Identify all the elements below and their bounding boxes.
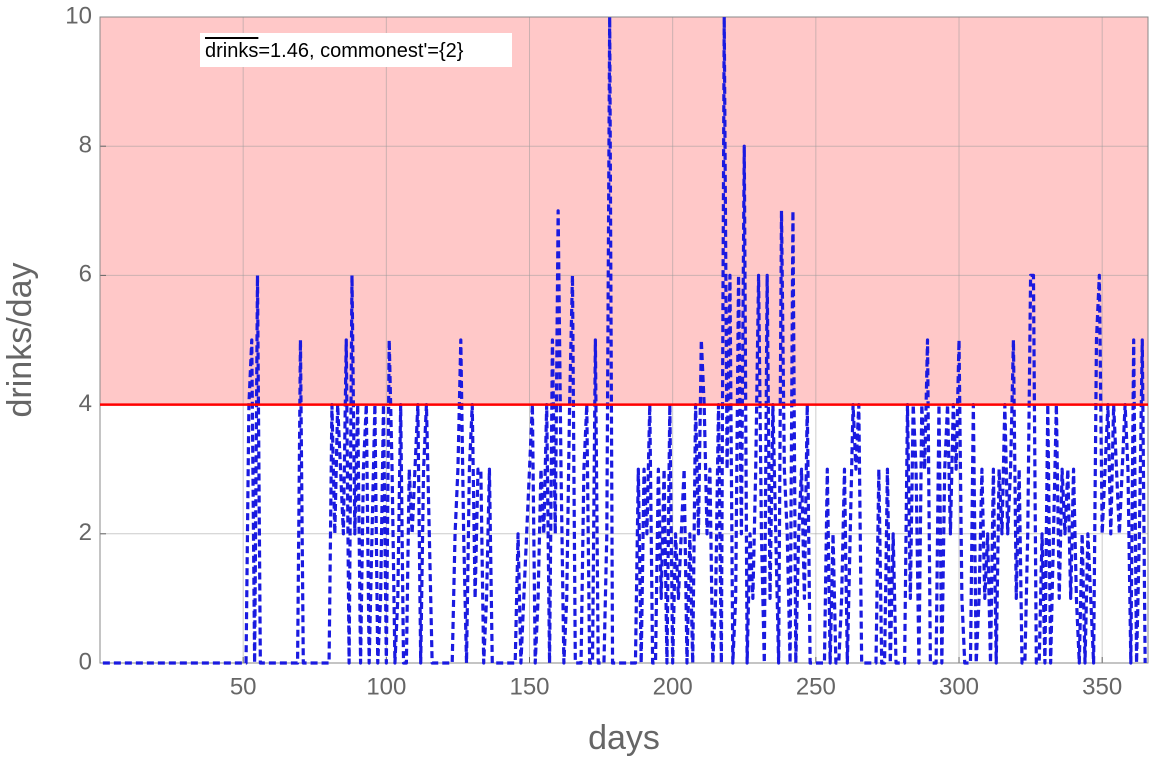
x-tick-label: 250 <box>796 673 836 700</box>
x-tick-label: 350 <box>1082 673 1122 700</box>
threshold-region <box>100 17 1148 405</box>
annotation-box <box>200 33 512 67</box>
annotation: drinks=1.46, commonest'={2} <box>205 40 464 62</box>
x-tick-label: 200 <box>653 673 693 700</box>
y-tick-label: 10 <box>65 2 92 29</box>
x-tick-label: 50 <box>230 673 257 700</box>
y-tick-label: 2 <box>79 519 92 546</box>
y-tick-label: 8 <box>79 132 92 159</box>
y-tick-label: 6 <box>79 261 92 288</box>
x-tick-label: 300 <box>939 673 979 700</box>
y-tick-label: 0 <box>79 648 92 675</box>
y-axis-label: drinks/day <box>1 263 39 418</box>
annotation-text: =1.46, commonest'={2} <box>258 40 463 62</box>
x-tick-label: 100 <box>366 673 406 700</box>
x-tick-label: 150 <box>509 673 549 700</box>
annotation-overlined: drinks <box>205 40 258 62</box>
y-tick-label: 4 <box>79 390 92 417</box>
x-axis-label: days <box>588 719 660 757</box>
data-line <box>102 15 1147 665</box>
